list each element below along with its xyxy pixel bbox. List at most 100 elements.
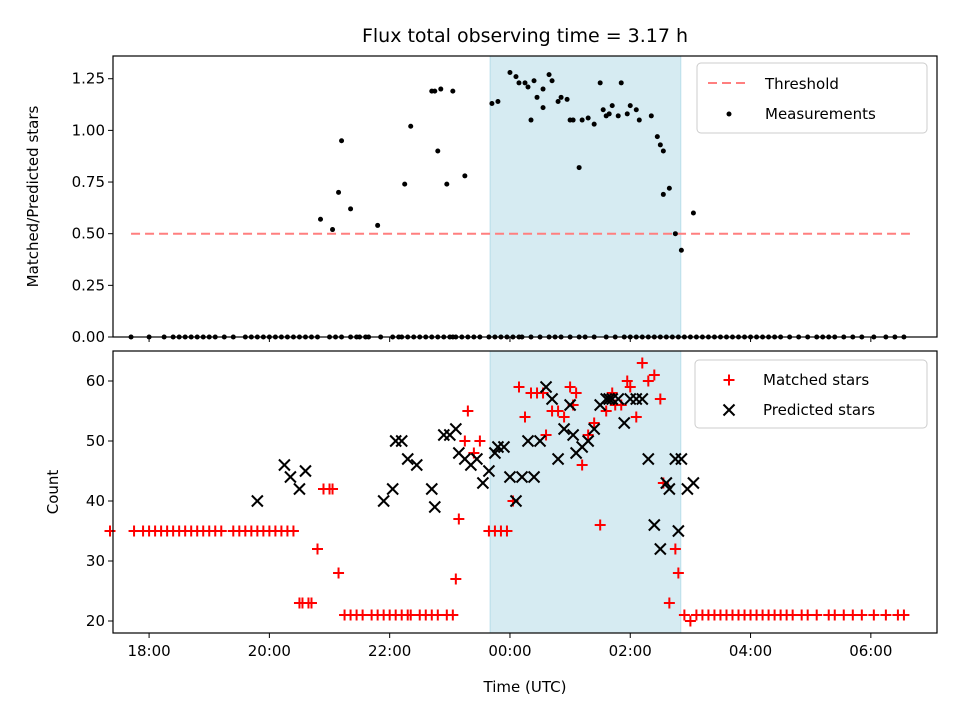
y-tick-label: 40 [86, 492, 105, 510]
matched-stars-points [104, 357, 910, 627]
matched-star-marker [327, 483, 339, 495]
measurement-point [438, 86, 444, 92]
predicted-star-marker [497, 440, 511, 454]
matched-star-marker [648, 369, 660, 381]
y-tick-label: 0.75 [72, 173, 105, 191]
y-tick-label: 0.25 [72, 276, 105, 294]
matched-star-marker [519, 411, 531, 423]
measurement-point [336, 189, 342, 195]
predicted-star-marker [557, 422, 571, 436]
bottom-legend: Matched stars Predicted stars [694, 359, 928, 429]
count-panel: 20 30 40 50 60 18:00 20:00 22:00 00:00 02:00 04:0… [44, 350, 938, 696]
predicted-star-marker [470, 452, 484, 466]
matched-star-marker [856, 609, 868, 621]
predicted-star-marker [675, 452, 688, 466]
measurement-point [330, 227, 336, 233]
predicted-star-marker [389, 434, 402, 448]
measurement-point [585, 115, 591, 121]
matched-star-marker [558, 411, 570, 423]
x-tick-label: 20:00 [248, 642, 291, 660]
legend-threshold-label: Threshold [764, 75, 839, 93]
matched-star-marker [513, 381, 525, 393]
bottom-legend-box [694, 359, 928, 429]
measurement-point [528, 117, 534, 123]
legend-matched-swatch [723, 374, 735, 386]
matched-star-marker [311, 543, 323, 555]
predicted-star-marker [401, 452, 414, 466]
predicted-star-marker [648, 518, 661, 532]
predicted-star-marker [551, 452, 565, 466]
legend-matched-label: Matched stars [763, 371, 869, 389]
measurement-point [672, 231, 678, 237]
matched-star-marker [621, 375, 633, 387]
predicted-star-marker [425, 482, 438, 496]
measurement-point [564, 96, 570, 102]
measurement-point [636, 117, 642, 123]
measurement-point [444, 181, 450, 187]
measurement-point [579, 117, 585, 123]
predicted-star-marker [284, 470, 297, 484]
predicted-star-marker [654, 542, 667, 556]
predicted-star-marker [251, 494, 264, 508]
predicted-star-marker [533, 434, 547, 448]
measurement-point [624, 111, 630, 117]
predicted-star-marker [428, 500, 441, 514]
measurement-point [450, 88, 456, 94]
bottom-y-ticks: 20 30 40 50 60 [86, 372, 113, 630]
measurement-point [435, 148, 441, 154]
matched-star-marker [594, 519, 606, 531]
matched-star-marker [582, 429, 594, 441]
measurement-point [507, 70, 513, 76]
measurement-point [534, 94, 540, 100]
predicted-star-marker [581, 434, 595, 448]
legend-measurements-label: Measurements [765, 105, 876, 123]
x-tick-label: 00:00 [488, 642, 531, 660]
predicted-star-marker [377, 494, 390, 508]
measurement-point [660, 191, 666, 197]
legend-predicted-swatch [722, 403, 736, 417]
y-tick-label: 30 [86, 552, 105, 570]
measurement-point [489, 101, 495, 107]
matched-star-marker [447, 609, 459, 621]
bottom-axes-frame [112, 350, 938, 634]
matched-star-marker [462, 405, 474, 417]
top-y-axis-label: Matched/Predicted stars [24, 106, 42, 288]
observing-window-shade-bottom [489, 350, 682, 634]
matched-star-marker [636, 357, 648, 369]
matched-star-marker [450, 573, 462, 585]
matched-star-marker [552, 405, 564, 417]
chart-title: Flux total observing time = 3.17 h [362, 25, 688, 47]
matched-star-marker [642, 375, 654, 387]
predicted-star-marker [503, 470, 517, 484]
predicted-star-marker [299, 464, 312, 478]
measurement-point [318, 216, 324, 222]
matched-star-marker [868, 609, 880, 621]
measurement-point [609, 103, 615, 109]
predicted-star-marker [663, 482, 676, 496]
measurement-point [690, 210, 696, 216]
measurement-point [348, 206, 354, 212]
y-tick-label: 1.25 [72, 70, 105, 88]
matched-star-marker [663, 597, 675, 609]
measurement-point [531, 78, 537, 84]
bottom-x-ticks: 18:00 20:00 22:00 00:00 02:00 04:00 06:00 [127, 633, 892, 660]
legend-measurements-swatch [726, 111, 732, 117]
predicted-star-marker [449, 422, 463, 436]
predicted-star-marker [386, 482, 399, 496]
matched-star-marker [600, 405, 612, 417]
measurement-point [606, 111, 612, 117]
y-tick-label: 0.00 [72, 328, 105, 346]
matched-star-marker [564, 381, 576, 393]
measurement-point [522, 80, 528, 86]
measurement-point [558, 94, 564, 100]
predicted-star-marker [722, 403, 736, 417]
matched-star-marker [588, 417, 600, 429]
measurement-point [495, 98, 501, 104]
measurement-point [525, 84, 531, 90]
matched-star-marker [669, 543, 681, 555]
matched-star-marker [215, 525, 227, 537]
predicted-star-marker [672, 524, 685, 538]
predicted-star-marker [587, 422, 601, 436]
predicted-star-marker [642, 452, 655, 466]
x-tick-label: 06:00 [849, 642, 892, 660]
